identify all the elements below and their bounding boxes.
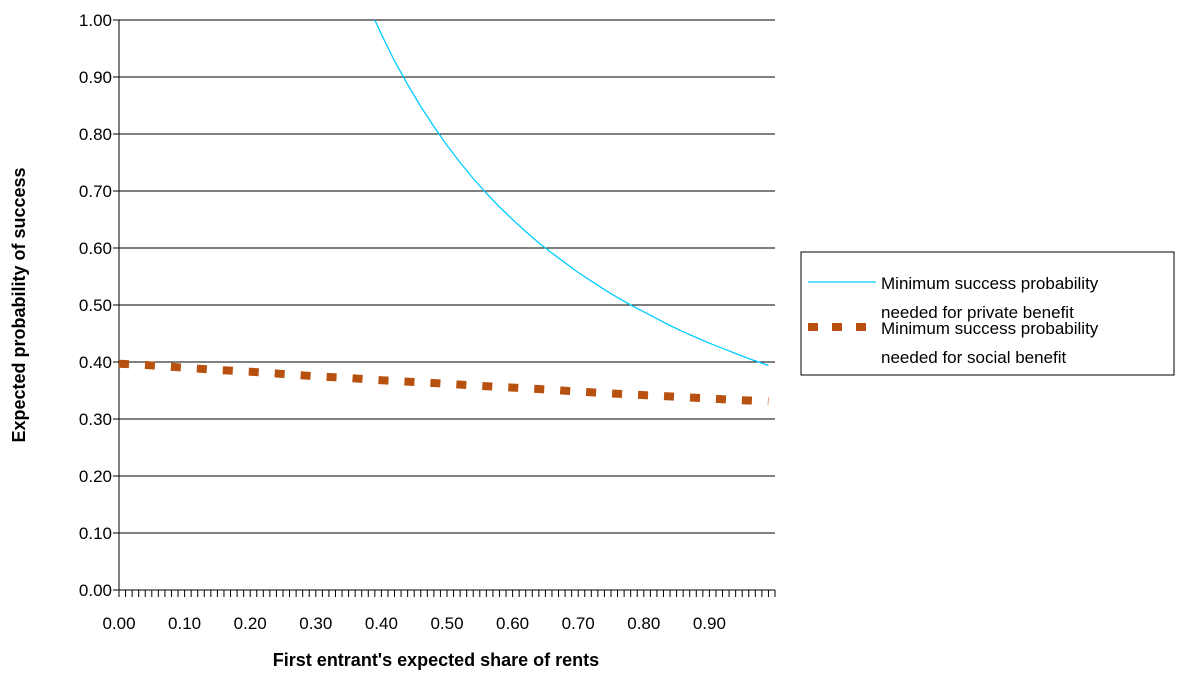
x-axis-title: First entrant's expected share of rents (273, 650, 599, 670)
x-tick-label: 0.30 (299, 614, 332, 633)
y-tick-label: 0.60 (79, 239, 112, 258)
legend-label-social-line1: Minimum success probability (881, 319, 1099, 338)
legend-box (800, 251, 1175, 376)
axes (113, 19, 776, 597)
y-tick-label: 0.50 (79, 296, 112, 315)
y-tick-label: 0.80 (79, 125, 112, 144)
x-tick-label: 0.40 (365, 614, 398, 633)
plot-series (118, 19, 769, 406)
y-tick-label: 0.20 (79, 467, 112, 486)
y-tick-label: 0.40 (79, 353, 112, 372)
y-axis-title: Expected probability of success (9, 167, 29, 442)
series-line-private-benefit (374, 19, 769, 367)
y-tick-label: 0.90 (79, 68, 112, 87)
x-tick-label: 0.00 (102, 614, 135, 633)
legend-label-private-line1: Minimum success probability (881, 274, 1099, 293)
legend: Minimum success probability needed for p… (800, 251, 1175, 376)
legend-label-private-line2: needed for private benefit (881, 303, 1074, 322)
x-tick-label: 0.70 (562, 614, 595, 633)
x-tick-label: 0.60 (496, 614, 529, 633)
x-tick-label: 0.90 (693, 614, 726, 633)
series-line-social-benefit (118, 359, 769, 406)
y-tick-label: 1.00 (79, 11, 112, 30)
gridlines (119, 19, 775, 534)
y-tick-label: 0.30 (79, 410, 112, 429)
y-tick-label: 0.00 (79, 581, 112, 600)
y-tick-label: 0.10 (79, 524, 112, 543)
x-tick-label: 0.10 (168, 614, 201, 633)
x-tick-label: 0.50 (430, 614, 463, 633)
y-tick-label: 0.70 (79, 182, 112, 201)
x-tick-label: 0.20 (234, 614, 267, 633)
tick-labels: 0.00 0.10 0.20 0.30 0.40 0.50 0.60 0.70 0.80 0.90… (79, 11, 726, 633)
legend-label-social-line2: needed for social benefit (881, 348, 1067, 367)
x-tick-label: 0.80 (627, 614, 660, 633)
